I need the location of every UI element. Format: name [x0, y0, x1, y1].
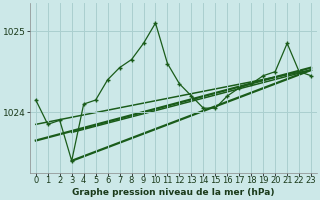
X-axis label: Graphe pression niveau de la mer (hPa): Graphe pression niveau de la mer (hPa): [72, 188, 275, 197]
